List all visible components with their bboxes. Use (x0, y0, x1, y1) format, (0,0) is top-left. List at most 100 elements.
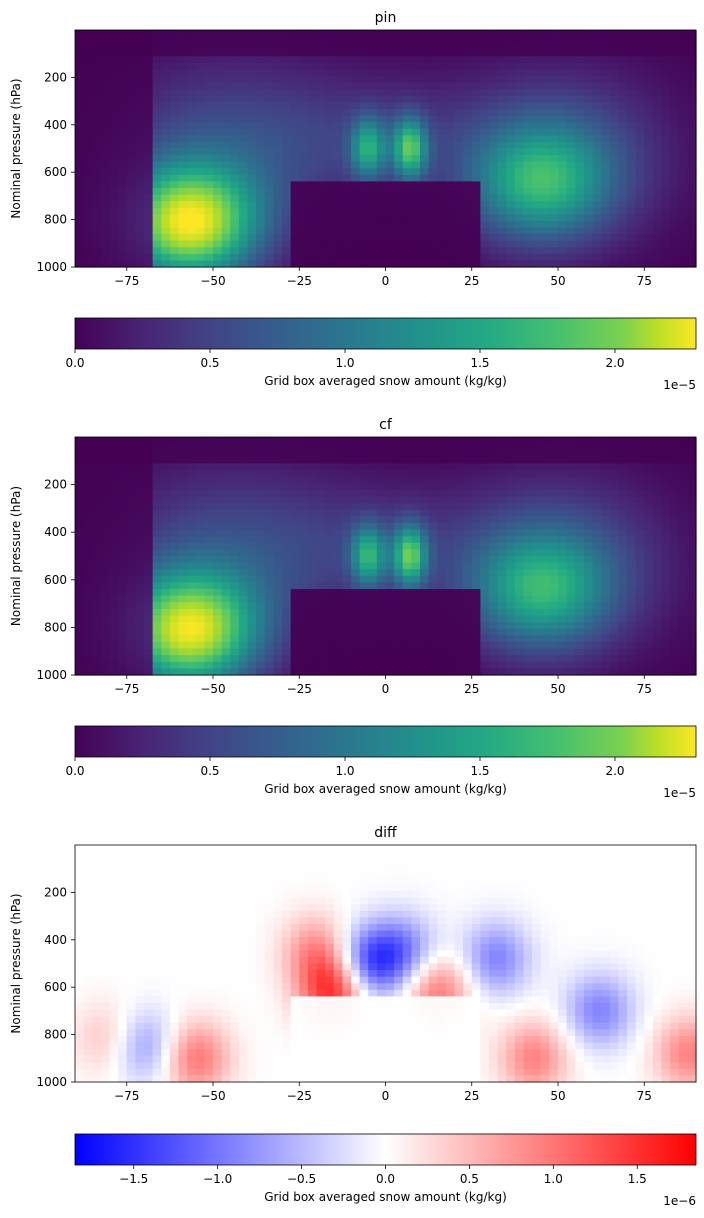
heatmap-cell (368, 141, 378, 150)
heatmap-cell (213, 155, 223, 163)
heatmap-cell (420, 207, 430, 215)
heatmap-cell (385, 635, 395, 643)
heatmap-cell (75, 89, 85, 97)
heatmap-cell (385, 76, 395, 84)
heatmap-cell (471, 575, 481, 584)
heatmap-cell (221, 536, 231, 544)
heatmap-cell (144, 648, 154, 656)
heatmap-cell (480, 503, 490, 511)
heatmap-cell (670, 122, 680, 130)
heatmap-cell (187, 529, 197, 537)
heatmap-cell (204, 635, 214, 643)
heatmap-cell (644, 569, 654, 577)
heatmap-cell (325, 575, 335, 584)
heatmap-cell (411, 227, 421, 235)
heatmap-cell (618, 43, 628, 51)
heatmap-cell (489, 155, 499, 163)
heatmap-cell (532, 214, 542, 222)
heatmap-cell (325, 174, 335, 183)
heatmap-cell (290, 476, 300, 484)
heatmap-cell (540, 615, 550, 623)
heatmap-cell (152, 240, 162, 248)
heatmap-cell (661, 622, 671, 630)
heatmap-cell (92, 234, 102, 242)
heatmap-cell (126, 615, 136, 623)
heatmap-cell (83, 62, 93, 71)
heatmap-cell (307, 437, 318, 445)
heatmap-cell (92, 476, 102, 484)
heatmap-cell (635, 207, 645, 215)
heatmap-cell (256, 595, 266, 603)
heatmap-cell (273, 470, 283, 478)
heatmap-cell (169, 562, 180, 570)
heatmap-cell (644, 516, 654, 524)
heatmap-cell (169, 595, 180, 603)
heatmap-cell (161, 542, 171, 550)
heatmap-cell (670, 82, 680, 90)
heatmap-cell (144, 181, 154, 189)
heatmap-cell (678, 437, 688, 445)
heatmap-cell (92, 56, 102, 64)
heatmap-cell (204, 496, 214, 504)
heatmap-cell (609, 456, 619, 465)
heatmap-cell (256, 102, 266, 110)
heatmap-cell (307, 648, 318, 656)
heatmap-cell (609, 122, 619, 130)
heatmap-cell (325, 615, 335, 623)
heatmap-cell (402, 135, 412, 143)
heatmap-cell (385, 549, 395, 557)
heatmap-cell (83, 234, 93, 242)
heatmap-cell (497, 476, 507, 484)
heatmap-cell (583, 463, 594, 471)
heatmap-cell (135, 82, 145, 90)
heatmap-cell (230, 155, 240, 163)
heatmap-cell (92, 536, 102, 544)
heatmap-cell (282, 128, 292, 136)
heatmap-cell (187, 443, 197, 451)
heatmap-cell (394, 115, 404, 123)
heatmap-cell (437, 181, 447, 189)
heatmap-cell (342, 234, 352, 242)
heatmap-cell (351, 260, 361, 268)
heatmap-cell (178, 463, 188, 471)
heatmap-cell (152, 62, 162, 71)
heatmap-cell (618, 161, 628, 169)
heatmap-cell (359, 595, 369, 603)
heatmap-cell (445, 188, 456, 196)
heatmap-cell (135, 595, 145, 603)
heatmap-cell (592, 496, 602, 504)
heatmap-cell (471, 549, 481, 557)
heatmap-cell (213, 595, 223, 603)
heatmap-cell (152, 56, 162, 64)
heatmap-cell (549, 76, 559, 84)
heatmap-cell (428, 529, 438, 537)
heatmap-cell (480, 240, 490, 248)
heatmap-cell (540, 201, 550, 209)
heatmap-cell (523, 542, 533, 550)
heatmap-cell (428, 569, 438, 577)
heatmap-cell (152, 214, 162, 222)
heatmap-cell (454, 141, 464, 150)
heatmap-cell (402, 628, 412, 636)
heatmap-cell (204, 227, 214, 235)
heatmap-cell (618, 575, 628, 584)
heatmap-cell (178, 30, 188, 38)
heatmap-cell (437, 115, 447, 123)
heatmap-cell (316, 615, 326, 623)
heatmap-cell (161, 56, 171, 64)
heatmap-cell (118, 516, 128, 524)
heatmap-cell (445, 95, 456, 104)
heatmap-cell (264, 503, 274, 511)
heatmap-cell (583, 529, 594, 537)
heatmap-cell (126, 260, 136, 268)
heatmap-cell (437, 489, 447, 498)
heatmap-cell (359, 602, 369, 610)
heatmap-cell (635, 496, 645, 504)
heatmap-cell (601, 569, 611, 577)
heatmap-cell (437, 122, 447, 130)
heatmap-cell (230, 247, 240, 255)
heatmap-cell (411, 608, 421, 617)
heatmap-cell (351, 62, 361, 71)
heatmap-cell (471, 529, 481, 537)
heatmap-cell (368, 135, 378, 143)
